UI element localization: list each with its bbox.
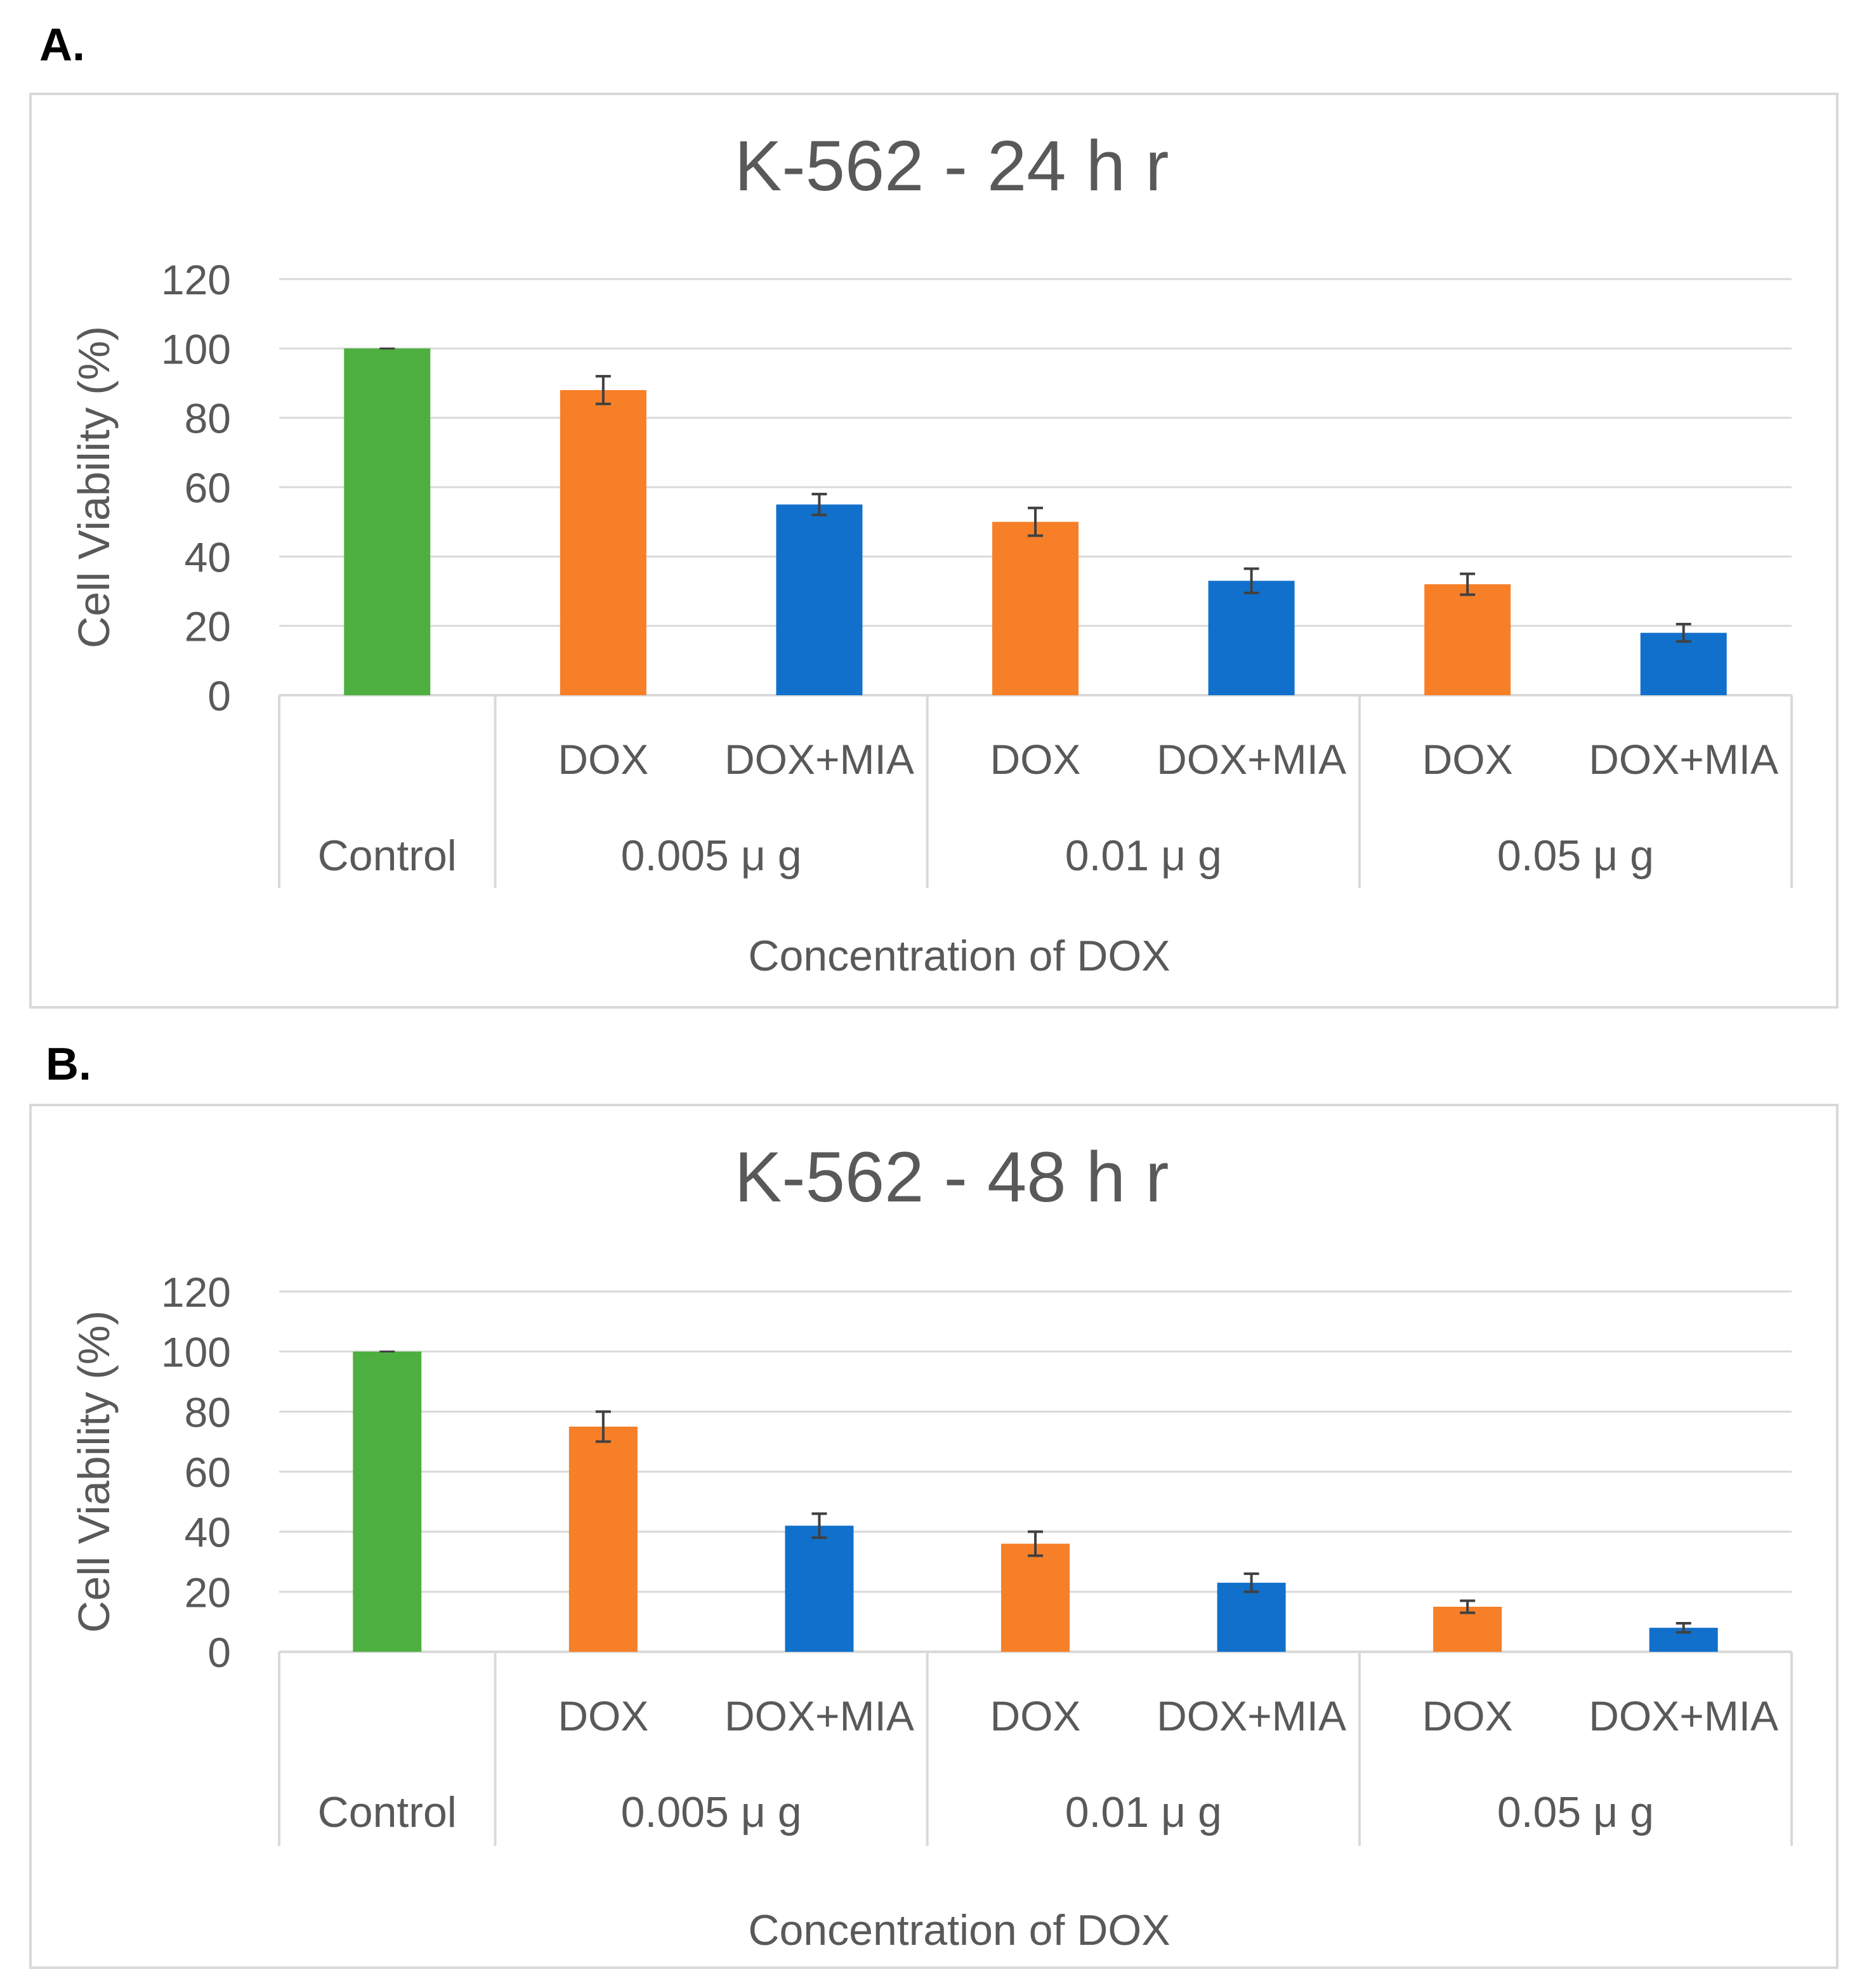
x-axis-label: Concentration of DOX: [748, 1906, 1170, 1954]
category-label: DOX+MIA: [725, 1692, 914, 1739]
chart-frame: [29, 93, 1839, 1009]
error-bar: [1028, 1530, 1043, 1557]
bar-dox-mia: [1217, 1583, 1286, 1652]
bar-dox: [568, 1427, 638, 1652]
group-label: Control: [318, 832, 457, 880]
y-tick-label: 100: [161, 1329, 231, 1376]
category-label: DOX+MIA: [1589, 736, 1778, 783]
category-label: DOX+MIA: [725, 736, 914, 783]
y-tick-label: 40: [185, 1509, 231, 1556]
panel-label: A.: [39, 20, 85, 70]
error-bar: [1460, 1599, 1476, 1614]
y-tick-label: 120: [161, 1269, 231, 1316]
category-label: DOX: [558, 736, 648, 783]
y-axis-label: Cell Viability (%): [69, 1311, 119, 1633]
bar-dox: [1001, 1543, 1070, 1652]
group-label: 0.005 μ g: [621, 1788, 802, 1836]
panel-label: B.: [46, 1039, 91, 1090]
category-label: DOX: [1422, 736, 1513, 783]
group-label: 0.01 μ g: [1065, 1788, 1222, 1836]
bar-dox-mia: [1208, 580, 1295, 695]
panel-b: B. K-562 - 48 h r 0 20 40 60 80 100 120 Cell Viab…: [29, 1039, 1839, 1969]
category-label: DOX: [990, 736, 1080, 783]
category-label: DOX+MIA: [1157, 736, 1346, 783]
y-tick-label: 40: [185, 533, 231, 580]
error-bar: [1676, 1622, 1691, 1634]
error-bar: [811, 492, 827, 516]
bar-dox: [1433, 1607, 1502, 1652]
bar-dox-mia: [1640, 632, 1727, 695]
panel-a: A. K-562 - 24 h r 0 20 40 60 80 100 120 Cell Viab…: [29, 20, 1839, 1009]
y-tick-label: 120: [161, 256, 231, 303]
group-label: 0.05 μ g: [1497, 1788, 1654, 1836]
category-label: DOX+MIA: [1157, 1692, 1346, 1739]
bar-dox: [560, 389, 646, 695]
error-bar: [1243, 567, 1259, 594]
y-tick-label: 80: [185, 395, 231, 442]
y-tick-label: 0: [207, 1629, 231, 1676]
category-label: DOX: [990, 1692, 1080, 1739]
y-tick-label: 20: [185, 603, 231, 650]
category-label: DOX+MIA: [1589, 1692, 1778, 1739]
bar-control: [344, 348, 431, 695]
chart-title: K-562 - 48 h r: [735, 1137, 1169, 1217]
category-label: DOX: [558, 1692, 648, 1739]
group-label: 0.005 μ g: [621, 832, 802, 880]
y-tick-label: 60: [185, 1449, 231, 1496]
chart-frame: [29, 1104, 1839, 1969]
group-label: 0.05 μ g: [1497, 832, 1654, 880]
group-label: 0.01 μ g: [1065, 832, 1222, 880]
y-tick-label: 60: [185, 464, 231, 511]
bar-dox: [992, 521, 1079, 695]
y-tick-label: 80: [185, 1389, 231, 1435]
group-label: Control: [318, 1788, 457, 1836]
bar-dox: [1424, 584, 1511, 695]
x-axis-label: Concentration of DOX: [748, 932, 1170, 980]
bar-control: [353, 1351, 422, 1652]
error-bar: [811, 1512, 827, 1540]
y-tick-label: 100: [161, 325, 231, 372]
bar-dox-mia: [776, 504, 863, 695]
y-tick-label: 0: [207, 672, 231, 719]
chart-title: K-562 - 24 h r: [735, 126, 1169, 206]
error-bar: [1028, 506, 1043, 537]
y-axis-label: Cell Viability (%): [69, 326, 119, 648]
error-bar: [595, 1410, 611, 1443]
bar-dox-mia: [785, 1526, 854, 1652]
error-bar: [595, 375, 611, 405]
category-label: DOX: [1422, 1692, 1513, 1739]
y-tick-label: 20: [185, 1569, 231, 1616]
error-bar: [1676, 622, 1691, 643]
error-bar: [1243, 1572, 1259, 1593]
error-bar: [1460, 572, 1476, 596]
